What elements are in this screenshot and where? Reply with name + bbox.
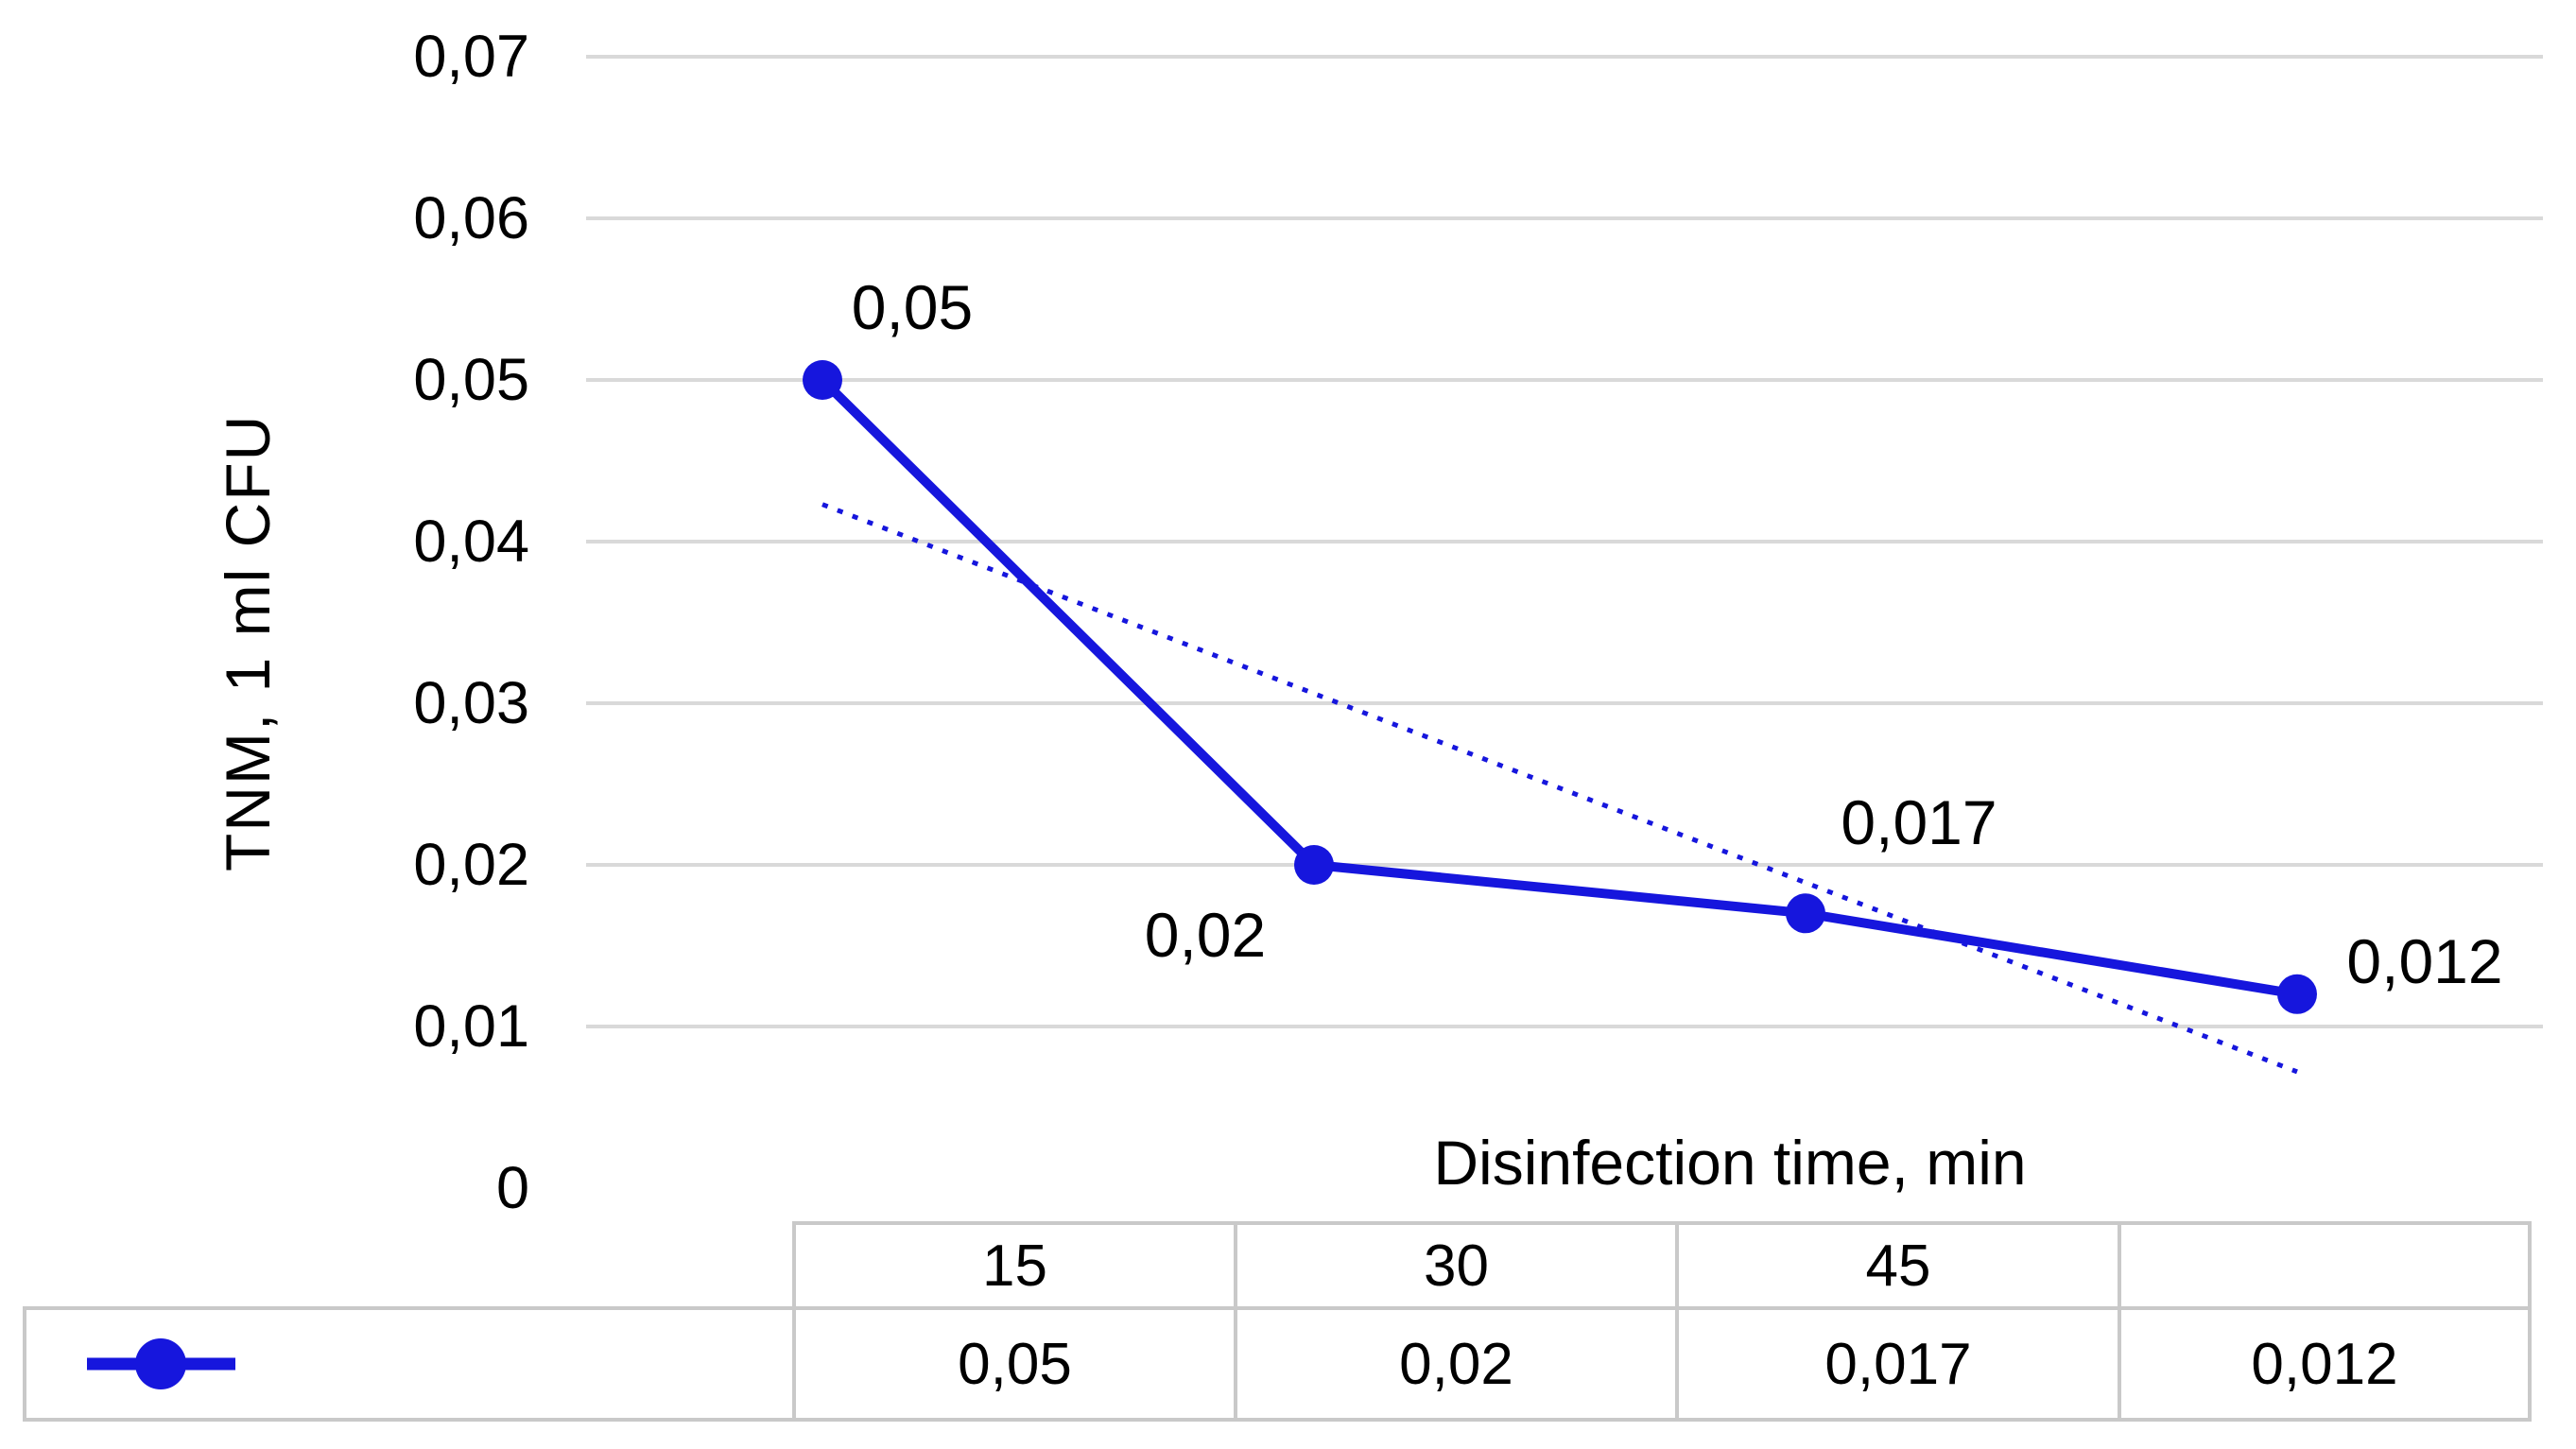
table-value-row: 0,05 0,02 0,017 0,012 — [23, 1306, 2532, 1422]
table-header-cell: 30 — [1234, 1221, 1679, 1310]
table-value-cell: 0,02 — [1234, 1306, 1679, 1422]
y-tick-label: 0,01 — [413, 993, 529, 1060]
y-tick-label: 0,05 — [413, 347, 529, 413]
series-point-marker — [1294, 845, 1334, 885]
data-label-point-1: 0,05 — [851, 272, 974, 342]
y-tick-label: 0,02 — [413, 832, 529, 898]
table-value-cell: 0,017 — [1675, 1306, 2121, 1422]
y-tick-label: 0 — [495, 1155, 529, 1221]
y-tick-label: 0,07 — [413, 24, 529, 90]
series-legend-line-marker-icon — [87, 1338, 235, 1389]
series-point-marker — [1786, 893, 1825, 934]
series-point-marker — [803, 360, 842, 400]
series-point-marker — [2277, 974, 2317, 1014]
table-header-cell: 15 — [792, 1221, 1237, 1310]
trendline — [821, 502, 2298, 1075]
table-header-cell — [2118, 1221, 2532, 1310]
series-line — [818, 375, 2302, 999]
y-tick-label: 0,04 — [413, 509, 529, 575]
series-legend-cell — [23, 1306, 796, 1422]
table-value-cell: 0,05 — [792, 1306, 1237, 1422]
table-header-cell: 45 — [1675, 1221, 2121, 1310]
data-label-point-3: 0,017 — [1841, 787, 1997, 857]
y-tick-label: 0,06 — [413, 185, 529, 251]
data-table: 15 30 45 0,05 0,02 0,017 0,012 — [23, 1221, 2532, 1422]
table-header-row: 15 30 45 — [25, 1221, 2532, 1310]
data-label-point-4: 0,012 — [2346, 926, 2503, 996]
y-tick-label: 0,03 — [413, 670, 529, 736]
data-label-point-2: 0,02 — [1144, 900, 1267, 970]
table-corner-blank-cell — [25, 1223, 794, 1308]
x-axis-title: Disinfection time, min — [1433, 1128, 2027, 1198]
table-value-cell: 0,012 — [2118, 1306, 2532, 1422]
